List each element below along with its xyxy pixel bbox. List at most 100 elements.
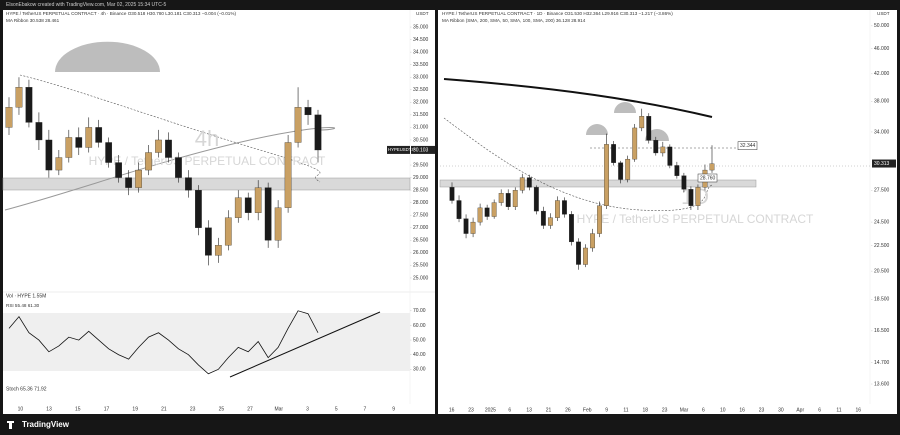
candle-body	[264, 187, 272, 241]
candle-body	[234, 197, 242, 218]
x-tick-label: 15	[75, 406, 81, 412]
y-tick-label: 33.500	[413, 62, 429, 68]
x-tick-label: 27	[247, 406, 253, 412]
x-tick-label: 16	[449, 407, 455, 413]
x-tick-label: 25	[219, 406, 225, 412]
y-tick-label: 26.500	[413, 238, 429, 244]
candle-body	[512, 190, 518, 207]
candle-body	[526, 177, 532, 188]
y-tick-label: 14.700	[874, 360, 890, 366]
x-tick-label: 3	[306, 406, 309, 412]
price-box	[411, 145, 435, 154]
x-tick-label: 23	[190, 406, 196, 412]
y-tick-label: 28.500	[413, 187, 429, 193]
candle-body	[597, 205, 602, 234]
candle-body	[205, 227, 212, 256]
candle-body	[470, 221, 476, 234]
candle-body	[45, 139, 53, 171]
y-tick-label: 60.00	[413, 323, 426, 329]
candle-body	[639, 116, 645, 129]
y-tick-label: 25.000	[413, 275, 429, 281]
y-tick-label: 27.000	[413, 225, 429, 231]
ma-line	[4, 127, 336, 211]
x-tick-label: 18	[643, 407, 649, 413]
candle-body	[75, 137, 83, 148]
y-tick-label: 35.000	[413, 24, 429, 30]
candle-body	[590, 233, 595, 249]
volume-label: Vol · HYPE 1.55M	[6, 293, 46, 299]
y-tick-label: 34.000	[874, 129, 890, 135]
symbol-tag: HYPEUSDT.P	[388, 147, 415, 152]
watermark-symbol: HYPE / TetherUS PERPETUAL CONTRACT	[577, 212, 814, 226]
candle-body	[95, 127, 103, 143]
y-tick-label: 29.000	[413, 175, 429, 181]
x-tick-label: 23	[662, 407, 668, 413]
candle-body	[484, 207, 490, 217]
price-flag-label: 32.344	[740, 143, 756, 149]
candle-body	[709, 163, 715, 171]
candle-body	[244, 197, 252, 213]
candle-body	[576, 241, 581, 265]
footer-bar	[0, 414, 900, 435]
y-tick-label: 34.000	[413, 49, 429, 55]
candle-body	[145, 152, 152, 171]
x-tick-label: 16	[856, 407, 862, 413]
y-tick-label: 32.000	[413, 100, 429, 106]
candle-body	[463, 218, 469, 234]
x-tick-label: 2025	[485, 407, 496, 413]
y-tick-label: 31.500	[413, 112, 429, 118]
y-tick-label: 22.500	[874, 243, 890, 249]
candle-body	[165, 139, 172, 158]
y-tick-label: 70.00	[413, 308, 426, 314]
candle-body	[604, 144, 609, 206]
ma-line	[19, 74, 321, 183]
x-tick-label: 13	[46, 406, 52, 412]
x-tick-label: Apr	[796, 407, 804, 413]
y-tick-label: 28.000	[413, 200, 429, 206]
price-flag	[737, 141, 758, 150]
chart-title: HYPE / TetherUS PERPETUAL CONTRACT · 4h …	[6, 11, 236, 16]
candle-body	[55, 157, 63, 171]
y-tick-label: 32.500	[413, 87, 429, 93]
candle-body	[653, 140, 659, 154]
candle-body	[660, 146, 666, 154]
price-box	[872, 159, 896, 168]
x-tick-label: 13	[526, 407, 532, 413]
pattern-shape	[586, 124, 608, 135]
y-tick-label: 27.500	[413, 213, 429, 219]
candle-body	[195, 189, 202, 228]
candle-body	[498, 193, 504, 203]
y-tick-label: 26.000	[413, 250, 429, 256]
brand-logo	[7, 421, 14, 429]
chart-title: RSI 55.48 61.30	[6, 303, 40, 308]
right-panel	[438, 10, 897, 414]
x-tick-label: 6	[702, 407, 705, 413]
candle-body	[674, 165, 680, 176]
price-flag	[697, 173, 718, 183]
support-zone	[2, 177, 411, 191]
pattern-shape	[614, 102, 636, 113]
trend-line	[229, 311, 381, 378]
brand: TradingView	[22, 420, 70, 429]
stoch-label: Stoch 65.36 71.92	[6, 386, 47, 392]
candle-body	[688, 189, 694, 206]
top-note: ElsonEbakow created with TradingView.com…	[6, 2, 166, 8]
candle-body	[681, 175, 687, 190]
x-tick-label: 21	[161, 406, 167, 412]
x-tick-label: 5	[335, 406, 338, 412]
y-tick-label: 34.500	[413, 37, 429, 43]
price-label: 30.103	[413, 147, 429, 153]
x-tick-label: 17	[104, 406, 110, 412]
y-tick-label: 30.500	[413, 137, 429, 143]
candle-body	[618, 162, 624, 180]
x-tick-label: 23	[759, 407, 765, 413]
candle-body	[115, 162, 122, 178]
y-tick-label: 13.600	[874, 381, 890, 387]
x-tick-label: 16	[739, 407, 745, 413]
x-tick-label: 6	[508, 407, 511, 413]
candle-body	[667, 146, 673, 166]
y-tick-label: 16.500	[874, 328, 890, 334]
currency-label: USDT	[416, 11, 429, 16]
candle-body	[491, 202, 497, 217]
